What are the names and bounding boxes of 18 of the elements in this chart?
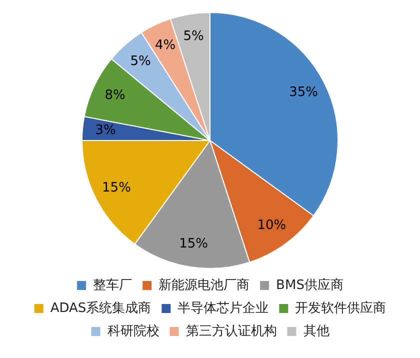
legend-label: BMS供应商 bbox=[276, 276, 344, 293]
data-label: 15% bbox=[102, 180, 131, 196]
data-label: 10% bbox=[257, 218, 286, 233]
data-label: 15% bbox=[179, 236, 208, 252]
data-label: 5% bbox=[130, 54, 151, 70]
legend-label: 开发软件供应商 bbox=[295, 300, 386, 316]
legend-label: ADAS系统集成商 bbox=[50, 300, 152, 316]
data-label: 8% bbox=[104, 88, 126, 104]
data-label: 4% bbox=[155, 38, 176, 53]
legend-label: 新能源电池厂商 bbox=[158, 278, 250, 293]
data-label: 35% bbox=[289, 85, 318, 100]
legend-label: 半导体芯片企业 bbox=[178, 300, 269, 316]
data-label: 3% bbox=[95, 122, 116, 138]
legend-label: 第三方认证机构 bbox=[186, 322, 277, 339]
legend-label: 整车厂 bbox=[93, 278, 132, 293]
data-label: 5% bbox=[183, 29, 204, 44]
legend-label: 其他 bbox=[303, 324, 330, 339]
legend-label: 科研院校 bbox=[107, 324, 160, 339]
